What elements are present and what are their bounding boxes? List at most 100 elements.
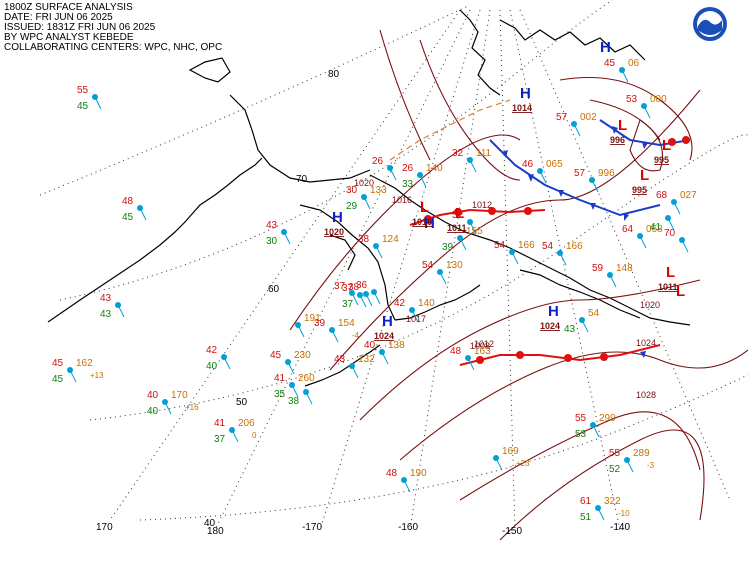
wind-barb — [639, 235, 647, 249]
graticule-label: -140 — [610, 522, 630, 533]
station-dewpoint: 33 — [402, 179, 414, 190]
wind-barb — [667, 217, 675, 231]
coastlines — [47, 9, 691, 387]
center-letter: H — [332, 209, 343, 226]
station-temp: 40 — [147, 390, 159, 401]
station-temp: 45 — [604, 58, 616, 69]
station-plot: 38 — [348, 282, 373, 307]
isobar-label: 1024 — [636, 338, 656, 348]
isobar-label: 1008 — [470, 341, 490, 351]
station-plot: 53 000 — [626, 94, 667, 119]
wind-barb — [411, 309, 419, 323]
wind-barb — [403, 479, 411, 493]
station-plot: 59 148 — [592, 263, 633, 288]
header-issued: ISSUED: 1831Z FRI JUN 06 2025 — [4, 22, 156, 33]
header-analyst: BY WPC ANALYST KEBEDE — [4, 32, 134, 43]
wind-barb — [591, 179, 599, 193]
station-plot: 30 29 133 — [346, 185, 387, 212]
station-dewpoint: 37 — [214, 434, 226, 445]
graticule-label: 40 — [204, 518, 216, 529]
center-pressure: 995 — [654, 155, 669, 165]
station-plot: 64 068 — [622, 224, 663, 249]
center-pressure: 1011 — [658, 282, 678, 292]
station-pressure: 191 — [304, 313, 321, 324]
wind-barb — [351, 292, 359, 306]
station-temp: 52 — [452, 210, 464, 221]
isobar-label: 1016 — [392, 195, 412, 205]
wind-barb — [117, 304, 125, 318]
station-pressure: 140 — [418, 298, 435, 309]
station-plot: 41 35 260 — [274, 373, 315, 400]
station-temp: 38 — [348, 282, 360, 293]
station-pressure: 166 — [518, 240, 535, 251]
high-pressure-center: H — [600, 39, 611, 56]
station-pressure: 260 — [298, 373, 315, 384]
station-dewpoint: 41 — [650, 222, 662, 233]
station-pressure: 002 — [580, 112, 597, 123]
graticule-label: -170 — [302, 522, 322, 533]
station-pressure: 06 — [628, 58, 640, 69]
station-temp: 48 — [386, 468, 398, 479]
station-plot: 36 — [356, 280, 381, 305]
wind-barb — [297, 324, 305, 338]
station-dewpoint: 45 — [77, 101, 89, 112]
station-pressure: 138 — [388, 340, 405, 351]
station-tendency: -10 — [618, 509, 630, 518]
station-dewpoint: 43 — [564, 324, 576, 335]
station-temp: 38 — [358, 234, 370, 245]
station-plot: 169+23 — [493, 446, 530, 471]
center-letter: L — [662, 137, 671, 154]
wind-barb — [539, 170, 547, 184]
wind-barb — [459, 237, 467, 251]
center-letter: H — [520, 85, 531, 102]
station-temp: 57 — [574, 168, 586, 179]
wind-barb — [231, 429, 239, 443]
station-temp: 43 — [334, 354, 346, 365]
station-pressure: 065 — [546, 159, 563, 170]
station-pressure: 206 — [238, 418, 255, 429]
station-plot: 61 51 322 -10 — [580, 496, 630, 523]
graticule-label: -150 — [502, 526, 522, 537]
stationary-front — [459, 344, 661, 366]
center-pressure: 1010 — [412, 217, 432, 227]
station-pressure: 027 — [680, 190, 697, 201]
center-letter: H — [548, 303, 559, 320]
station-tendency: -4 — [352, 331, 360, 340]
station-temp: 32 — [452, 148, 464, 159]
center-letter: L — [676, 283, 685, 300]
station-pressure: 148 — [616, 263, 633, 274]
graticule-label: 170 — [96, 522, 113, 533]
station-plot: 54 166 — [542, 241, 583, 266]
wind-barb — [375, 245, 383, 259]
station-tendency: +13 — [90, 371, 104, 380]
wind-barb — [643, 105, 651, 119]
trough-line — [389, 99, 511, 161]
station-dewpoint: 38 — [288, 396, 300, 407]
graticule-label: 80 — [328, 69, 340, 80]
graticule-label: 70 — [296, 174, 308, 185]
isobar-label: 1020 — [640, 300, 660, 310]
wind-barb — [511, 251, 519, 265]
station-temp: 30 — [346, 185, 358, 196]
center-letter: H — [424, 215, 435, 232]
isobar-label: 1020 — [354, 178, 374, 188]
center-pressure: 1024 — [540, 321, 560, 331]
station-temp: 41 — [214, 418, 226, 429]
station-pressure: 299 — [599, 413, 616, 424]
station-plot: 37 — [334, 281, 359, 306]
station-plot: 43 132 — [334, 354, 375, 379]
station-pressure: 230 — [294, 350, 311, 361]
wind-barb — [673, 201, 681, 215]
wind-barb — [351, 365, 359, 379]
wind-barb — [283, 231, 291, 245]
station-temp: 36 — [356, 280, 368, 291]
station-pressure: 170 — [171, 390, 188, 401]
station-plot: 26 33 140 — [402, 163, 443, 190]
